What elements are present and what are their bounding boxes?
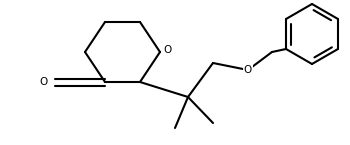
Text: O: O [40, 77, 48, 87]
Text: O: O [164, 45, 172, 55]
Text: O: O [244, 65, 252, 75]
